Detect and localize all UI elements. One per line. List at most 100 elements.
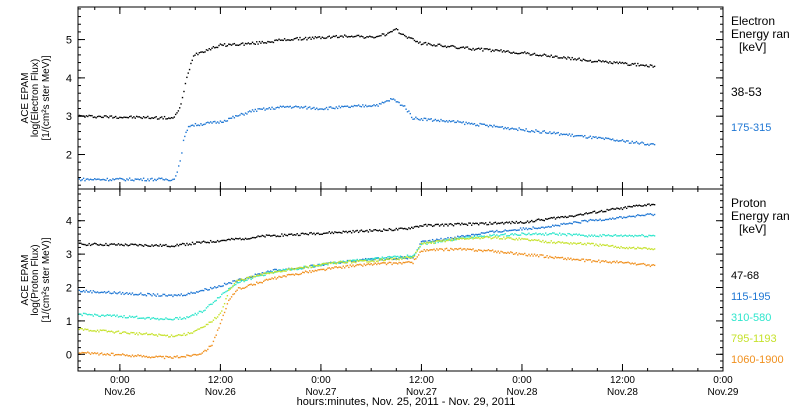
data-point: [364, 264, 367, 267]
data-point: [88, 114, 90, 117]
data-point: [328, 262, 330, 264]
data-point: [461, 237, 463, 239]
data-point: [169, 336, 171, 338]
data-point: [271, 41, 273, 43]
data-point: [218, 241, 220, 243]
data-point: [448, 249, 451, 252]
data-point: [94, 291, 96, 293]
data-point: [81, 328, 83, 330]
data-point: [627, 261, 629, 263]
data-point: [106, 314, 109, 316]
data-point: [268, 107, 270, 109]
data-point: [96, 244, 99, 246]
data-point: [272, 278, 275, 280]
data-point: [493, 231, 495, 233]
data-point: [390, 98, 392, 100]
data-point: [641, 141, 643, 143]
data-point: [198, 124, 201, 127]
data-point: [641, 233, 643, 236]
data-point: [110, 115, 113, 117]
data-point: [179, 160, 181, 162]
data-point: [397, 229, 399, 231]
data-point: [82, 312, 85, 315]
data-point: [528, 239, 530, 242]
data-point: [514, 229, 516, 231]
data-point: [443, 225, 445, 227]
data-point: [645, 264, 647, 267]
data-point: [159, 334, 162, 336]
data-point: [117, 353, 120, 356]
data-point: [443, 45, 445, 48]
data-point: [181, 96, 184, 99]
data-point: [572, 215, 575, 218]
data-point: [175, 356, 177, 358]
data-point: [602, 219, 604, 221]
data-point: [371, 257, 374, 260]
data-point: [459, 237, 462, 239]
data-point: [149, 178, 152, 180]
data-point: [336, 231, 339, 234]
data-point: [535, 239, 537, 241]
x-tick-time-label: 0:00: [110, 375, 130, 386]
data-point: [479, 48, 481, 51]
data-point: [437, 240, 439, 242]
data-point: [628, 142, 631, 144]
data-point: [557, 57, 559, 59]
data-point: [558, 241, 561, 243]
data-point: [281, 270, 283, 273]
data-point: [385, 100, 388, 102]
data-point: [480, 249, 483, 252]
data-point: [557, 240, 559, 243]
data-point: [458, 238, 460, 241]
data-point: [639, 235, 642, 237]
data-point: [607, 62, 610, 64]
data-point: [216, 286, 219, 288]
data-point: [172, 117, 174, 119]
data-point: [355, 35, 357, 38]
data-point: [381, 230, 384, 232]
data-point: [175, 335, 177, 337]
data-point: [508, 221, 511, 223]
data-point: [610, 138, 613, 141]
data-point: [631, 234, 633, 237]
data-point: [152, 117, 155, 119]
data-point: [491, 249, 494, 251]
data-point: [212, 241, 215, 243]
data-point: [205, 307, 208, 309]
data-point: [652, 143, 654, 145]
data-point: [424, 41, 427, 44]
data-point: [360, 264, 363, 266]
data-point: [257, 273, 259, 275]
data-point: [151, 332, 153, 335]
data-point: [494, 49, 497, 51]
data-point: [316, 107, 318, 109]
data-point: [214, 241, 216, 243]
data-point: [556, 132, 558, 134]
data-point: [170, 357, 173, 359]
data-point: [179, 334, 181, 336]
data-point: [459, 121, 462, 123]
data-point: [631, 247, 633, 249]
data-point: [517, 239, 519, 241]
data-point: [374, 228, 377, 231]
data-point: [373, 261, 375, 263]
data-point: [114, 115, 117, 118]
data-point: [593, 60, 596, 63]
data-point: [451, 120, 453, 122]
data-point: [346, 231, 349, 234]
data-point: [596, 235, 599, 237]
data-point: [230, 237, 233, 240]
data-point: [553, 225, 555, 227]
data-point: [623, 235, 625, 237]
data-point: [536, 218, 539, 221]
data-point: [403, 257, 406, 260]
data-point: [621, 208, 624, 211]
data-point: [392, 29, 395, 31]
data-point: [101, 244, 103, 246]
data-point: [455, 238, 458, 240]
data-point: [584, 213, 586, 215]
data-point: [320, 264, 322, 266]
data-point: [546, 226, 548, 228]
data-point: [214, 47, 216, 49]
data-point: [563, 216, 565, 219]
